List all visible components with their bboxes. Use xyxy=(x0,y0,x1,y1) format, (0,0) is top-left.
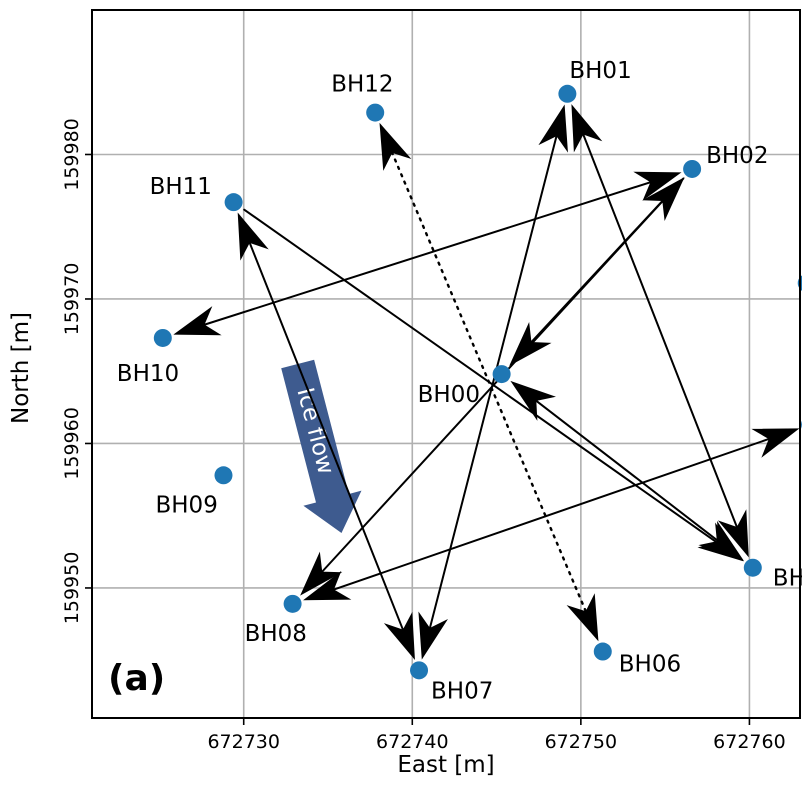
borehole-label-bh01: BH01 xyxy=(569,58,631,84)
borehole-marker-bh00 xyxy=(492,365,511,384)
x-tick-label: 672750 xyxy=(545,731,618,753)
y-tick-label: 159960 xyxy=(61,407,83,480)
arrowhead xyxy=(751,428,800,458)
arrowhead xyxy=(300,551,343,596)
arrowhead xyxy=(509,322,552,366)
connections-layer xyxy=(173,104,800,660)
connection-bh02-bh10 xyxy=(173,171,682,336)
borehole-marker-bh10 xyxy=(153,328,172,347)
arrowhead xyxy=(510,380,556,421)
x-axis-label: East [m] xyxy=(397,752,494,778)
y-tick-label: 159970 xyxy=(61,263,83,336)
arrowhead xyxy=(538,104,568,153)
connection-bh01-bh05 xyxy=(571,104,749,558)
borehole-label-bh00: BH00 xyxy=(418,382,480,408)
connection-line xyxy=(246,237,406,636)
arrowhead xyxy=(303,570,352,601)
arrowhead xyxy=(571,104,603,153)
y-tick-label: 159950 xyxy=(61,552,83,625)
borehole-marker-bh02 xyxy=(683,159,702,178)
connection-line xyxy=(328,436,775,593)
borehole-label-bh11: BH11 xyxy=(150,174,212,200)
connection-line xyxy=(531,396,723,545)
connection-bh11-bh07 xyxy=(237,212,415,660)
borehole-label-bh06: BH06 xyxy=(619,652,681,678)
y-tick-label: 159980 xyxy=(61,118,83,191)
borehole-label-bh08: BH08 xyxy=(245,621,307,647)
axis-ticks-layer: 672730 672740 672750 672760 159950 159960 1599… xyxy=(61,118,786,753)
ice-flow-indicator: Ice flow xyxy=(281,359,362,534)
x-tick-label: 672760 xyxy=(713,731,786,753)
borehole-marker-bh05 xyxy=(743,558,762,577)
borehole-marker-bh08 xyxy=(283,594,302,613)
arrowhead xyxy=(237,212,269,261)
connection-bh00-bh02 xyxy=(509,177,685,366)
connection-bh04-bh08 xyxy=(303,428,800,601)
y-axis-label: North [m] xyxy=(8,312,34,424)
borehole-label-bh10: BH10 xyxy=(117,361,179,387)
borehole-marker-bh01 xyxy=(558,84,577,103)
arrowhead xyxy=(698,520,745,561)
panel-label: (a) xyxy=(108,658,165,699)
boreholes-layer xyxy=(153,84,802,680)
x-tick-label: 672740 xyxy=(376,731,449,753)
borehole-marker-bh11 xyxy=(224,193,243,212)
arrowhead xyxy=(418,611,448,660)
connection-line xyxy=(198,179,656,328)
grid-layer xyxy=(92,10,800,718)
arrowhead xyxy=(717,509,749,558)
connection-line xyxy=(580,129,740,533)
connection-bh00-bh05 xyxy=(510,380,745,561)
connection-line xyxy=(527,196,667,347)
borehole-label-bh07: BH07 xyxy=(431,678,493,704)
arrowhead xyxy=(566,593,599,642)
arrowhead xyxy=(379,122,412,171)
plot-frame xyxy=(91,9,801,719)
borehole-marker-bh12 xyxy=(366,103,385,122)
borehole-marker-bh07 xyxy=(410,661,429,680)
borehole-labels-layer: BH00BH01BH02BH03BH04BH05BH06BH07BH08BH09… xyxy=(117,58,802,705)
arrowhead xyxy=(642,177,685,221)
arrowhead xyxy=(383,611,415,660)
x-tick-label: 672730 xyxy=(207,731,280,753)
arrowhead xyxy=(173,306,222,336)
arrowhead xyxy=(633,171,682,201)
borehole-label-bh02: BH02 xyxy=(706,143,768,169)
borehole-label-bh05: BH05 xyxy=(773,566,802,592)
ice-flow-arrow xyxy=(281,359,362,534)
connection-line xyxy=(243,208,722,547)
borehole-marker-bh09 xyxy=(214,466,233,485)
connection-bh07-bh01 xyxy=(418,104,568,660)
borehole-label-bh12: BH12 xyxy=(331,72,393,98)
borehole-label-bh09: BH09 xyxy=(155,492,217,518)
connection-bh12-bh06 xyxy=(379,122,599,642)
connection-line xyxy=(390,151,588,614)
borehole-marker-bh06 xyxy=(593,642,612,661)
